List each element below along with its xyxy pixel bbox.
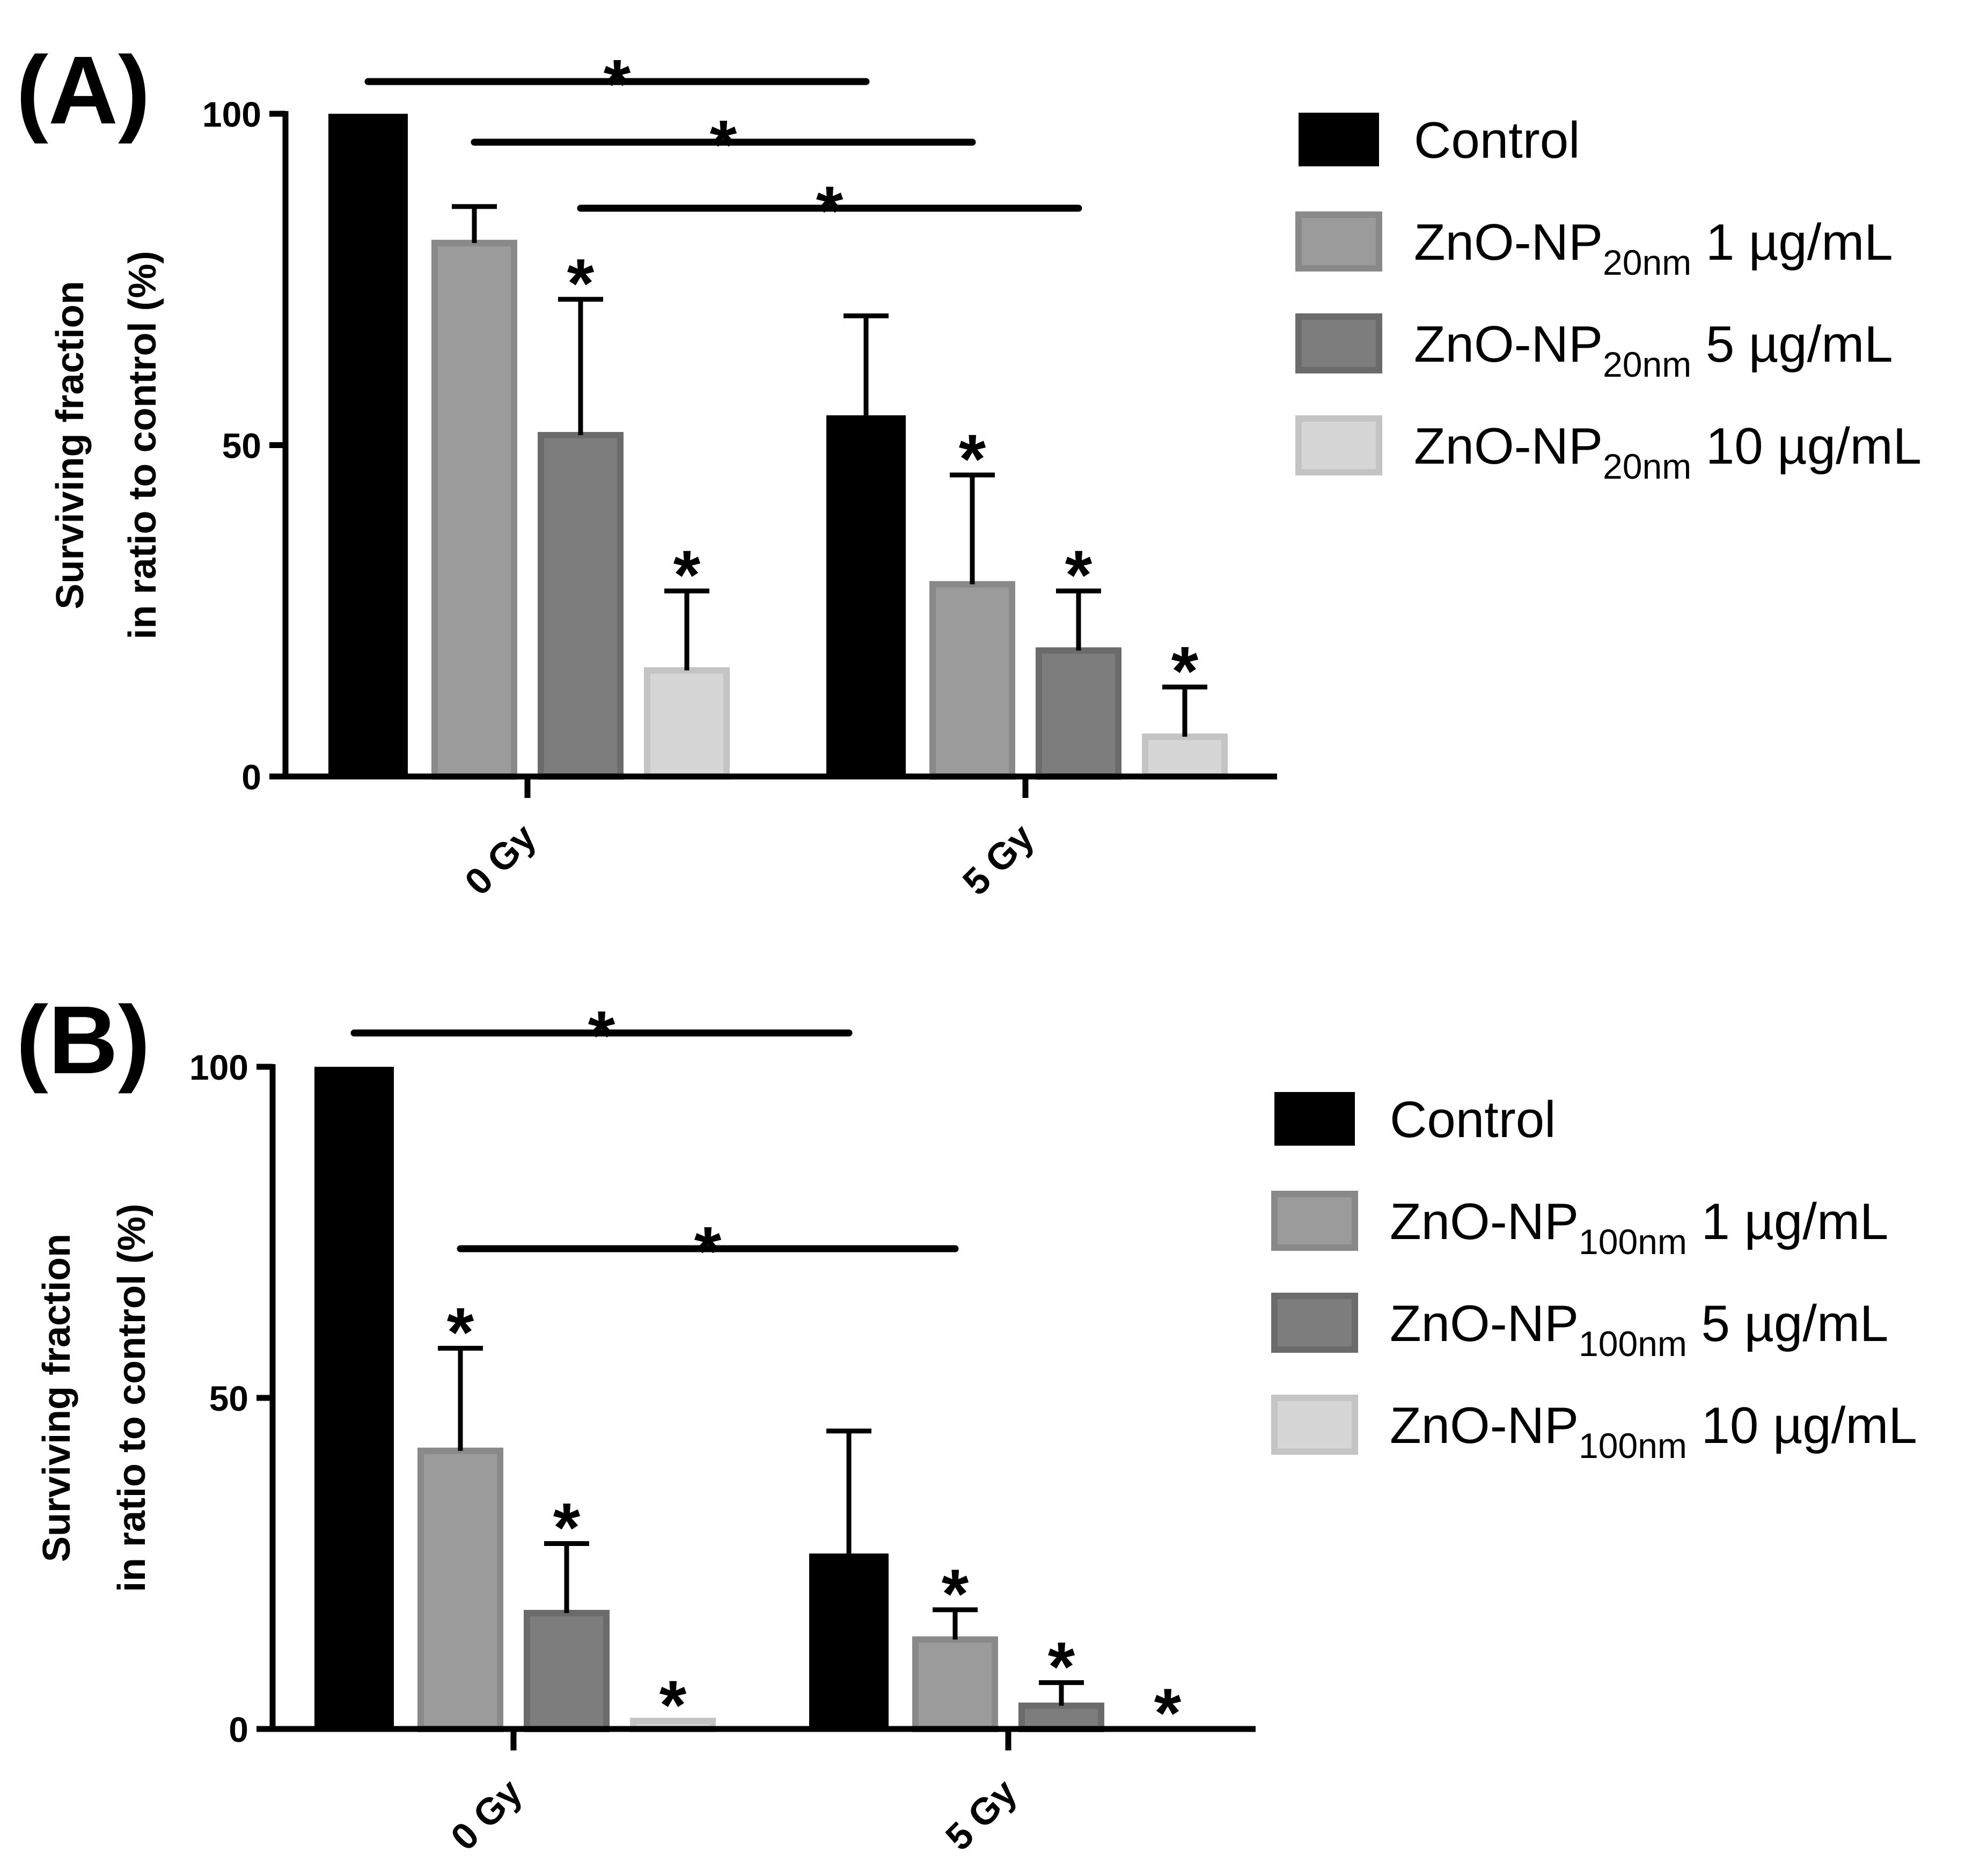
bar <box>929 581 1015 780</box>
legend-swatch <box>1295 211 1382 272</box>
y-axis-title-line2: in ratio to control (%) <box>121 251 164 640</box>
x-tick-label: 5 Gy <box>955 816 1042 903</box>
chart-panel-b: (B) Surviving fraction in ratio to control… <box>16 986 1917 1858</box>
legend-text: 10 µg/mL <box>1687 1397 1917 1454</box>
legend-text: ZnO-NP <box>1414 316 1603 373</box>
bar <box>1142 733 1228 780</box>
bar-significance-star: * <box>567 244 595 323</box>
significance-star: * <box>710 106 737 184</box>
legend-swatch <box>1295 313 1382 373</box>
significance-star: * <box>816 172 844 250</box>
legend-swatch <box>1271 1293 1358 1353</box>
panel-label: (B) <box>16 986 150 1094</box>
legend-text: 5 µg/mL <box>1687 1295 1888 1352</box>
legend-entry-label: ZnO-NP20nm 10 µg/mL <box>1414 417 1922 486</box>
legend-subscript: 20nm <box>1603 446 1691 486</box>
bar-significance-star: * <box>1171 632 1199 710</box>
legend-text: 10 µg/mL <box>1691 417 1922 475</box>
bar <box>431 239 517 780</box>
legend-text: ZnO-NP <box>1390 1295 1579 1352</box>
bar <box>809 1553 889 1729</box>
bar-significance-star: * <box>553 1488 581 1566</box>
legend-entry-label: Control <box>1414 112 1580 169</box>
legend-text: 1 µg/mL <box>1691 214 1893 271</box>
bar-significance-star: * <box>942 1555 969 1633</box>
bar <box>538 431 624 780</box>
legend-text: 5 µg/mL <box>1691 316 1893 373</box>
x-tick-label: 5 Gy <box>937 1771 1025 1858</box>
chart-panel-a: (A) Surviving fraction in ratio to control… <box>16 36 1922 903</box>
significance-star: * <box>588 996 615 1075</box>
legend-entry-label: ZnO-NP20nm 5 µg/mL <box>1414 316 1893 384</box>
bar-significance-star: * <box>673 536 701 614</box>
significance-star: * <box>694 1212 722 1291</box>
legend-swatch <box>1271 1395 1358 1455</box>
legend-text: Control <box>1390 1091 1556 1148</box>
bar <box>826 415 906 776</box>
bar-significance-star: * <box>1065 536 1093 614</box>
bar-significance-star: * <box>959 420 986 498</box>
legend-subscript: 100nm <box>1579 1222 1687 1262</box>
legend-entry-label: ZnO-NP100nm 5 µg/mL <box>1390 1295 1888 1364</box>
y-tick-label: 50 <box>222 426 261 466</box>
y-axis-title-line2: in ratio to control (%) <box>111 1204 153 1592</box>
panel-label: (A) <box>16 36 150 144</box>
y-tick-label: 0 <box>229 1710 248 1749</box>
bar-significance-star: * <box>1154 1674 1182 1752</box>
legend-text: Control <box>1414 112 1580 169</box>
legend-subscript: 100nm <box>1579 1324 1687 1364</box>
y-tick-label: 0 <box>241 757 261 797</box>
legend-swatch <box>1271 1191 1358 1251</box>
legend-entry-label: ZnO-NP20nm 1 µg/mL <box>1414 214 1893 282</box>
bar <box>524 1610 610 1733</box>
bar <box>912 1636 998 1732</box>
legend-subscript: 20nm <box>1603 243 1691 282</box>
y-tick-label: 100 <box>189 1047 248 1087</box>
legend-text: 1 µg/mL <box>1687 1193 1888 1250</box>
bar <box>417 1447 503 1732</box>
legend-text: ZnO-NP <box>1390 1397 1579 1454</box>
significance-star: * <box>604 45 631 123</box>
bar <box>644 667 730 780</box>
legend-subscript: 20nm <box>1603 345 1691 384</box>
bar <box>1018 1702 1104 1733</box>
legend-swatch <box>1295 415 1382 475</box>
bar <box>314 1067 394 1729</box>
bar-significance-star: * <box>1048 1628 1075 1706</box>
bar-significance-star: * <box>659 1666 687 1744</box>
legend-entry-label: ZnO-NP100nm 10 µg/mL <box>1390 1397 1917 1465</box>
y-tick-label: 100 <box>202 94 261 134</box>
bar <box>1036 647 1121 780</box>
legend-text: ZnO-NP <box>1390 1193 1579 1250</box>
legend-swatch <box>1299 113 1379 166</box>
legend-text: ZnO-NP <box>1414 417 1603 475</box>
y-axis-title-line1: Surviving fraction <box>35 1234 78 1562</box>
bar <box>328 114 408 776</box>
bar-significance-star: * <box>447 1293 474 1371</box>
y-axis-title-line1: Surviving fraction <box>49 281 92 609</box>
x-tick-label: 0 Gy <box>443 1771 530 1858</box>
legend-entry-label: ZnO-NP100nm 1 µg/mL <box>1390 1193 1888 1262</box>
legend-entry-label: Control <box>1390 1091 1556 1148</box>
legend-subscript: 100nm <box>1579 1426 1687 1465</box>
y-tick-label: 50 <box>209 1379 248 1418</box>
legend-swatch <box>1274 1092 1355 1146</box>
x-tick-label: 0 Gy <box>457 816 544 903</box>
legend-text: ZnO-NP <box>1414 214 1603 271</box>
